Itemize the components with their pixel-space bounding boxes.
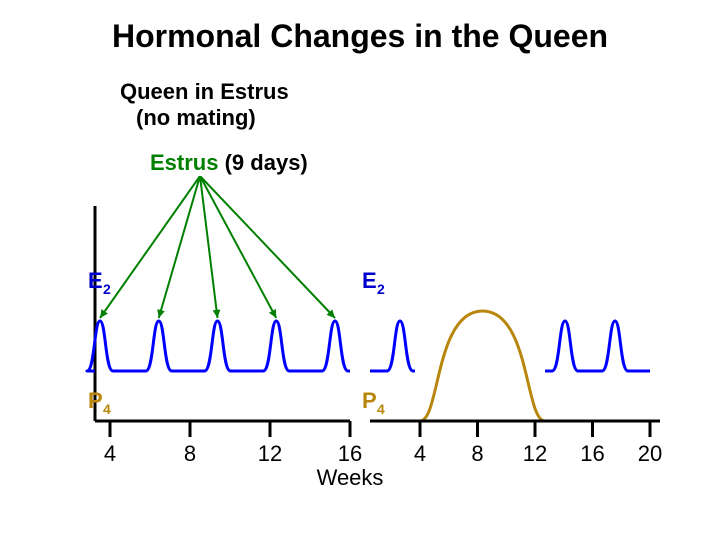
svg-text:P: P bbox=[362, 388, 377, 413]
svg-text:2: 2 bbox=[377, 281, 385, 297]
svg-text:4: 4 bbox=[414, 441, 426, 466]
svg-text:E: E bbox=[88, 268, 103, 293]
hormone-chart: E2P4481216E2P448121620Weeks bbox=[0, 176, 720, 506]
svg-text:8: 8 bbox=[471, 441, 483, 466]
subtitle-block: Queen in Estrus (no mating) bbox=[120, 79, 720, 132]
svg-text:4: 4 bbox=[377, 401, 385, 417]
svg-text:12: 12 bbox=[523, 441, 547, 466]
svg-text:16: 16 bbox=[580, 441, 604, 466]
svg-text:4: 4 bbox=[103, 401, 111, 417]
svg-text:20: 20 bbox=[638, 441, 662, 466]
estrus-duration: (9 days) bbox=[225, 150, 308, 175]
svg-text:P: P bbox=[88, 388, 103, 413]
svg-text:2: 2 bbox=[103, 281, 111, 297]
estrus-word: Estrus bbox=[150, 150, 218, 175]
svg-text:E: E bbox=[362, 268, 377, 293]
estrus-label: Estrus (9 days) bbox=[150, 150, 720, 176]
svg-text:4: 4 bbox=[104, 441, 116, 466]
title-text: Hormonal Changes in the Queen bbox=[112, 18, 608, 54]
svg-text:16: 16 bbox=[338, 441, 362, 466]
page-title: Hormonal Changes in the Queen bbox=[0, 0, 720, 55]
subtitle-line2: (no mating) bbox=[136, 105, 256, 130]
svg-text:8: 8 bbox=[184, 441, 196, 466]
svg-text:Weeks: Weeks bbox=[317, 465, 384, 490]
svg-text:12: 12 bbox=[258, 441, 282, 466]
subtitle-line1: Queen in Estrus bbox=[120, 79, 289, 104]
